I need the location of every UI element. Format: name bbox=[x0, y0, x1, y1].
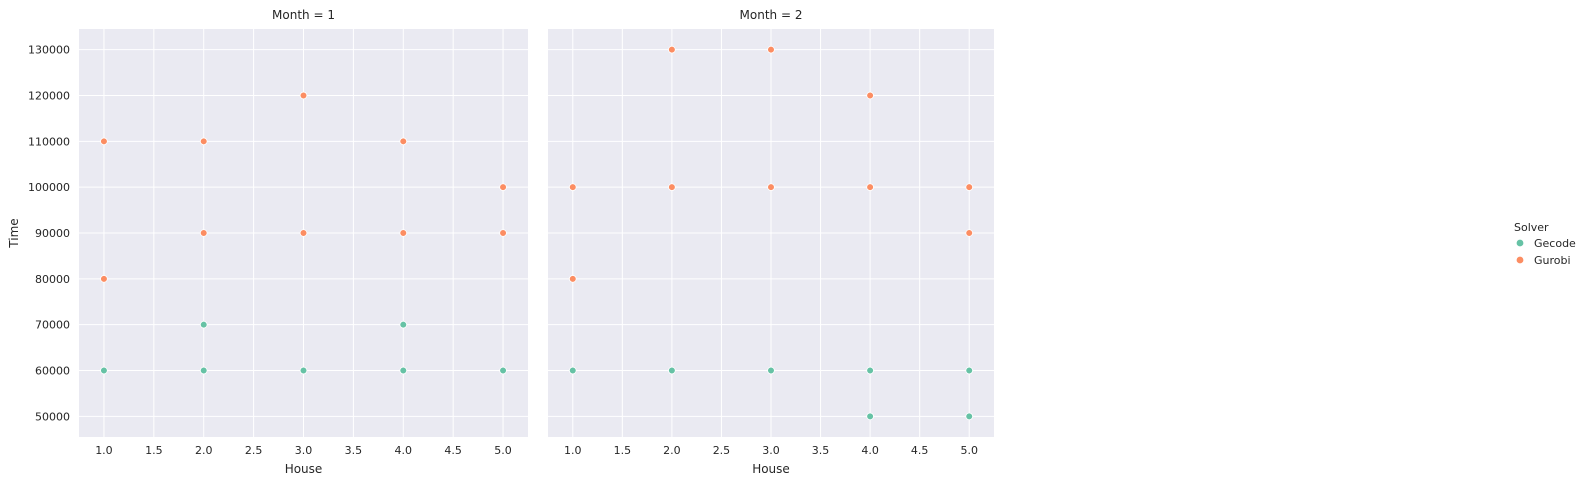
point-gurobi bbox=[965, 183, 974, 191]
point-gecode bbox=[767, 366, 775, 375]
point-gecode bbox=[199, 366, 208, 375]
x-tick-label: 4.0 bbox=[395, 444, 413, 457]
x-tick-label: 2.5 bbox=[713, 444, 731, 457]
point-gecode bbox=[965, 412, 974, 421]
panel-month-1: 1.0 1.5 2.0 2.5 3.0 3.5 4.0 4.5 5.0 50000 60000 700… bbox=[7, 8, 528, 476]
point-gecode bbox=[199, 320, 208, 329]
panel-month-2: 1.0 1.5 2.0 2.5 3.0 3.5 4.0 4.5 5.0 House Month = … bbox=[548, 8, 994, 476]
legend-title: Solver bbox=[1514, 221, 1549, 234]
point-gurobi bbox=[299, 91, 308, 100]
point-gurobi bbox=[499, 183, 507, 191]
legend: Solver Gecode Gurobi bbox=[1514, 221, 1576, 267]
point-gurobi bbox=[965, 229, 974, 237]
x-tick-label: 1.0 bbox=[95, 444, 113, 457]
x-tick-label: 5.0 bbox=[494, 444, 512, 457]
point-gurobi bbox=[299, 229, 308, 237]
point-gurobi bbox=[668, 183, 676, 191]
x-tick-label: 4.5 bbox=[911, 444, 929, 457]
point-gecode bbox=[568, 366, 577, 375]
point-gurobi bbox=[100, 275, 108, 283]
point-gecode bbox=[399, 320, 408, 329]
y-tick-label: 70000 bbox=[35, 319, 70, 332]
point-gurobi bbox=[399, 229, 408, 237]
point-gurobi bbox=[499, 229, 507, 237]
point-gurobi bbox=[767, 45, 775, 54]
x-tick-label: 1.0 bbox=[564, 444, 582, 457]
point-gecode bbox=[866, 366, 874, 375]
y-tick-label: 60000 bbox=[35, 365, 70, 378]
y-tick-label: 100000 bbox=[28, 181, 70, 194]
x-tick-label: 4.0 bbox=[861, 444, 879, 457]
x-tick-label: 3.5 bbox=[345, 444, 363, 457]
legend-label-gurobi: Gurobi bbox=[1534, 254, 1571, 267]
y-tick-label: 130000 bbox=[28, 44, 70, 57]
point-gurobi bbox=[100, 137, 108, 146]
point-gecode bbox=[499, 366, 507, 375]
x-tick-label: 1.5 bbox=[145, 444, 163, 457]
point-gurobi bbox=[568, 275, 577, 283]
panel-title: Month = 2 bbox=[740, 8, 803, 22]
point-gecode bbox=[399, 366, 408, 375]
x-tick-label: 4.5 bbox=[444, 444, 462, 457]
x-tick-label: 2.0 bbox=[663, 444, 681, 457]
point-gecode bbox=[965, 366, 974, 375]
point-gurobi bbox=[668, 45, 676, 54]
panel-title: Month = 1 bbox=[272, 8, 335, 22]
point-gecode bbox=[866, 412, 874, 421]
point-gecode bbox=[668, 366, 676, 375]
x-tick-label: 5.0 bbox=[960, 444, 978, 457]
x-tick-label: 3.5 bbox=[812, 444, 830, 457]
y-tick-label: 80000 bbox=[35, 273, 70, 286]
y-tick-label: 50000 bbox=[35, 410, 70, 423]
y-tick-label: 120000 bbox=[28, 89, 70, 102]
point-gurobi bbox=[767, 183, 775, 191]
x-tick-label: 3.0 bbox=[762, 444, 780, 457]
x-tick-label: 3.0 bbox=[295, 444, 313, 457]
x-tick-label: 1.5 bbox=[614, 444, 632, 457]
point-gurobi bbox=[199, 137, 208, 146]
x-tick-label: 2.0 bbox=[195, 444, 213, 457]
x-axis-label: House bbox=[285, 462, 323, 476]
point-gurobi bbox=[568, 183, 577, 191]
legend-marker-gurobi bbox=[1515, 255, 1525, 265]
point-gurobi bbox=[866, 183, 874, 191]
point-gurobi bbox=[399, 137, 408, 146]
y-tick-label: 90000 bbox=[35, 227, 70, 240]
legend-label-gecode: Gecode bbox=[1534, 237, 1576, 250]
y-axis-label: Time bbox=[7, 218, 21, 248]
x-tick-label: 2.5 bbox=[245, 444, 263, 457]
legend-marker-gecode bbox=[1515, 238, 1525, 248]
point-gurobi bbox=[199, 229, 208, 237]
point-gurobi bbox=[866, 91, 874, 100]
point-gecode bbox=[100, 366, 108, 375]
point-gecode bbox=[299, 366, 308, 375]
x-axis-label: House bbox=[752, 462, 790, 476]
y-tick-label: 110000 bbox=[28, 135, 70, 148]
